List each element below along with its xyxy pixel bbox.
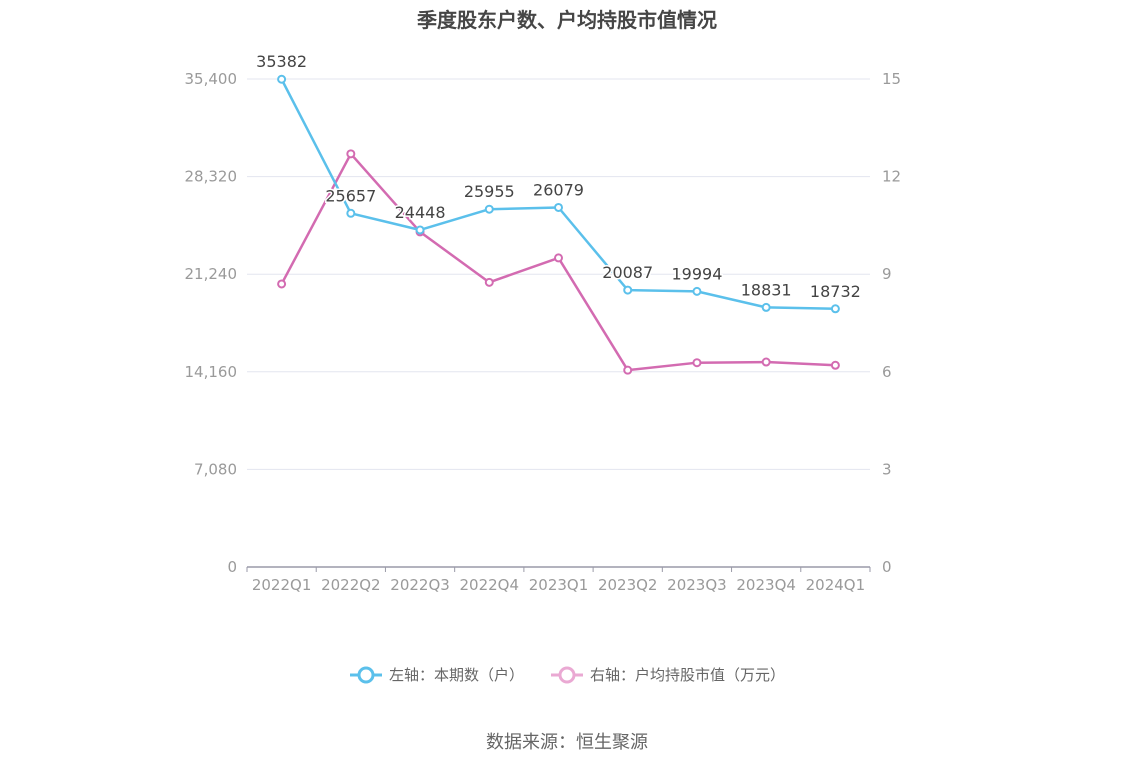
x-axis-category-label: 2022Q2	[321, 576, 381, 594]
x-axis-category-label: 2022Q4	[460, 576, 520, 594]
right-series-point	[484, 277, 494, 287]
x-axis-category-label: 2023Q4	[736, 576, 796, 594]
left-series-data-label: 20087	[602, 263, 653, 282]
left-series-point	[484, 204, 494, 214]
right-axis-tick-label: 15	[882, 70, 901, 88]
left-series-point	[346, 208, 356, 218]
left-axis-tick-label: 14,160	[185, 363, 238, 381]
chart-title: 季度股东户数、户均持股市值情况	[417, 8, 717, 32]
left-series-point	[623, 285, 633, 295]
x-axis-category-label: 2022Q1	[252, 576, 312, 594]
left-series-point	[554, 202, 563, 212]
left-series-data-label: 35382	[256, 52, 307, 71]
legend-left-label: 左轴：本期数（户）	[388, 666, 524, 684]
source-text: 数据来源：恒生聚源	[486, 732, 648, 753]
right-axis-tick-label: 0	[882, 558, 892, 576]
x-axis-category-label: 2023Q1	[529, 576, 589, 594]
left-series-point	[830, 304, 840, 314]
left-series-point	[761, 302, 771, 312]
grid-lines	[247, 78, 870, 470]
left-series-data-label: 18831	[741, 280, 792, 299]
right-series-point	[346, 149, 356, 159]
right-series-point	[692, 358, 702, 368]
legend: 左轴：本期数（户） 右轴：户均持股市值（万元）	[0, 664, 1134, 685]
series-lines	[277, 74, 840, 375]
left-series-data-label: 18732	[810, 282, 861, 301]
left-series-data-label: 25955	[464, 182, 515, 201]
right-axis-tick-label: 12	[882, 168, 901, 186]
left-axis-tick-label: 0	[227, 558, 237, 576]
left-series-data-label: 26079	[533, 180, 584, 199]
left-axis-tick-label: 28,320	[185, 168, 238, 186]
left-series-data-label: 25657	[325, 186, 376, 205]
data-labels: 35382 25657 24448 25955 26079 20087 19994 18831…	[255, 51, 863, 303]
right-axis-tick-label: 3	[882, 460, 892, 478]
legend-right-label: 右轴：户均持股市值（万元）	[590, 666, 786, 684]
legend-item-right-series[interactable]: 右轴：户均持股市值（万元）	[550, 664, 785, 685]
x-axis-category-label: 2024Q1	[806, 576, 866, 594]
x-axis-category-label: 2022Q3	[390, 576, 450, 594]
left-series-point	[277, 74, 287, 84]
right-axis-tick-label: 6	[882, 363, 892, 381]
left-series-point	[415, 225, 425, 235]
axes: 0 0 7,080 3 14,160 6 21,240 9 28,320 12 35,400 15 20…	[185, 70, 902, 594]
left-series-point	[692, 286, 702, 296]
left-axis-tick-label: 21,240	[185, 265, 238, 283]
left-axis-tick-label: 35,400	[185, 70, 238, 88]
legend-right-marker-icon	[551, 666, 583, 683]
right-series-point	[623, 365, 633, 375]
legend-left-marker-icon	[349, 666, 382, 683]
right-series-point	[277, 279, 287, 289]
right-axis-tick-label: 9	[882, 265, 892, 283]
right-series-point	[761, 357, 771, 367]
left-series-data-label: 24448	[395, 203, 446, 222]
x-axis-category-label: 2023Q2	[598, 576, 658, 594]
left-series-data-label: 19994	[671, 264, 722, 283]
left-axis-tick-label: 7,080	[194, 460, 237, 478]
right-series-point	[830, 360, 840, 370]
right-series-point	[554, 253, 563, 263]
x-axis-category-label: 2023Q3	[667, 576, 727, 594]
legend-item-left-series[interactable]: 左轴：本期数（户）	[349, 664, 524, 685]
